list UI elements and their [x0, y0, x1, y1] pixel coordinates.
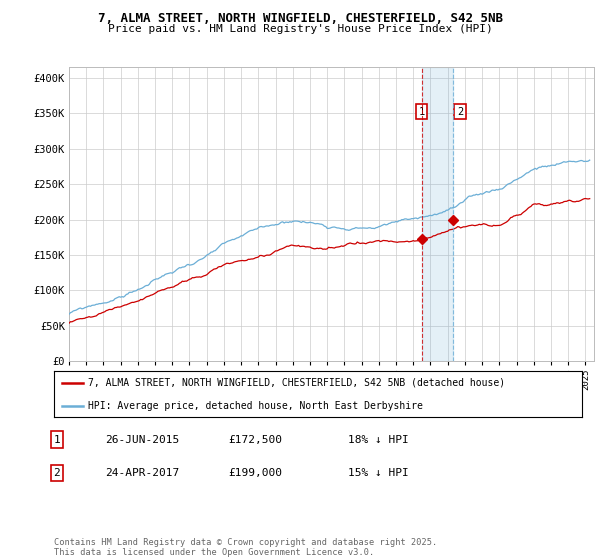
Text: £172,500: £172,500 — [228, 435, 282, 445]
Text: 1: 1 — [418, 107, 425, 117]
Text: 2: 2 — [457, 107, 463, 117]
Text: 7, ALMA STREET, NORTH WINGFIELD, CHESTERFIELD, S42 5NB (detached house): 7, ALMA STREET, NORTH WINGFIELD, CHESTER… — [88, 378, 505, 388]
Text: Price paid vs. HM Land Registry's House Price Index (HPI): Price paid vs. HM Land Registry's House … — [107, 24, 493, 34]
Text: 2: 2 — [53, 468, 61, 478]
Text: 24-APR-2017: 24-APR-2017 — [105, 468, 179, 478]
Text: 15% ↓ HPI: 15% ↓ HPI — [348, 468, 409, 478]
Text: 26-JUN-2015: 26-JUN-2015 — [105, 435, 179, 445]
Text: 18% ↓ HPI: 18% ↓ HPI — [348, 435, 409, 445]
Bar — [422, 67, 453, 361]
Text: £199,000: £199,000 — [228, 468, 282, 478]
Text: 1: 1 — [53, 435, 61, 445]
Text: HPI: Average price, detached house, North East Derbyshire: HPI: Average price, detached house, Nort… — [88, 401, 423, 410]
Text: 7, ALMA STREET, NORTH WINGFIELD, CHESTERFIELD, S42 5NB: 7, ALMA STREET, NORTH WINGFIELD, CHESTER… — [97, 12, 503, 25]
Text: Contains HM Land Registry data © Crown copyright and database right 2025.
This d: Contains HM Land Registry data © Crown c… — [54, 538, 437, 557]
